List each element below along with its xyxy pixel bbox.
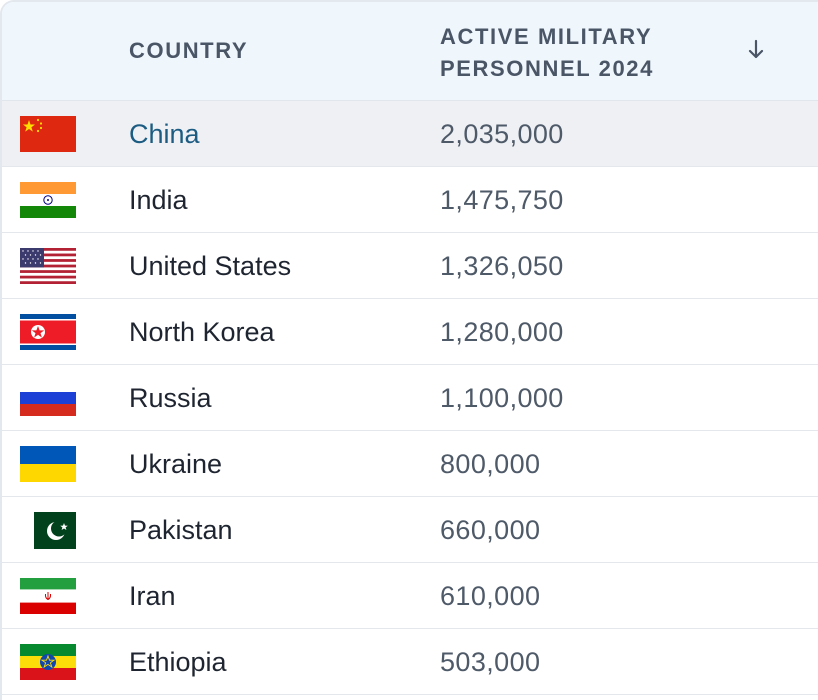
united-states-flag-icon — [20, 248, 76, 284]
india-flag-icon — [20, 182, 76, 218]
personnel-value: 2,035,000 — [440, 119, 564, 149]
column-header-personnel[interactable]: ACTIVE MILITARY PERSONNEL 2024 — [440, 24, 654, 81]
personnel-value: 1,280,000 — [440, 317, 564, 347]
country-name[interactable]: Ukraine — [129, 449, 223, 479]
ethiopia-flag-icon — [20, 644, 76, 680]
table-row[interactable]: North Korea 1,280,000 — [2, 299, 818, 365]
country-name[interactable]: Iran — [129, 581, 176, 611]
table-row[interactable]: United States 1,326,050 — [2, 233, 818, 299]
table-row[interactable]: Ethiopia 503,000 — [2, 629, 818, 695]
north-korea-flag-icon — [20, 314, 76, 350]
personnel-value: 503,000 — [440, 647, 541, 677]
pakistan-flag-icon — [34, 512, 76, 549]
country-name-link[interactable]: China — [129, 119, 200, 149]
ukraine-flag-icon — [20, 446, 76, 482]
table-row[interactable]: Pakistan 660,000 — [2, 497, 818, 563]
country-name[interactable]: Pakistan — [129, 515, 233, 545]
country-name[interactable]: United States — [129, 251, 292, 281]
personnel-value: 1,326,050 — [440, 251, 564, 281]
table-row[interactable]: Iran 610,000 — [2, 563, 818, 629]
personnel-value: 660,000 — [440, 515, 541, 545]
russia-flag-icon — [20, 380, 76, 416]
country-name[interactable]: Russia — [129, 383, 212, 413]
country-name[interactable]: North Korea — [129, 317, 275, 347]
china-flag-icon — [20, 116, 76, 152]
country-name[interactable]: Ethiopia — [129, 647, 227, 677]
iran-flag-icon — [20, 578, 76, 614]
table-header: COUNTRY ACTIVE MILITARY PERSONNEL 2024 — [2, 2, 818, 101]
table-row[interactable]: China 2,035,000 — [2, 101, 818, 167]
table-row[interactable]: India 1,475,750 — [2, 167, 818, 233]
country-name[interactable]: India — [129, 185, 188, 215]
personnel-value: 1,100,000 — [440, 383, 564, 413]
column-header-country[interactable]: COUNTRY — [129, 38, 249, 63]
personnel-value: 1,475,750 — [440, 185, 564, 215]
table-row[interactable]: Ukraine 800,000 — [2, 431, 818, 497]
personnel-value: 610,000 — [440, 581, 541, 611]
table-row[interactable]: Russia 1,100,000 — [2, 365, 818, 431]
sort-descending-icon[interactable] — [744, 38, 768, 62]
personnel-value: 800,000 — [440, 449, 541, 479]
